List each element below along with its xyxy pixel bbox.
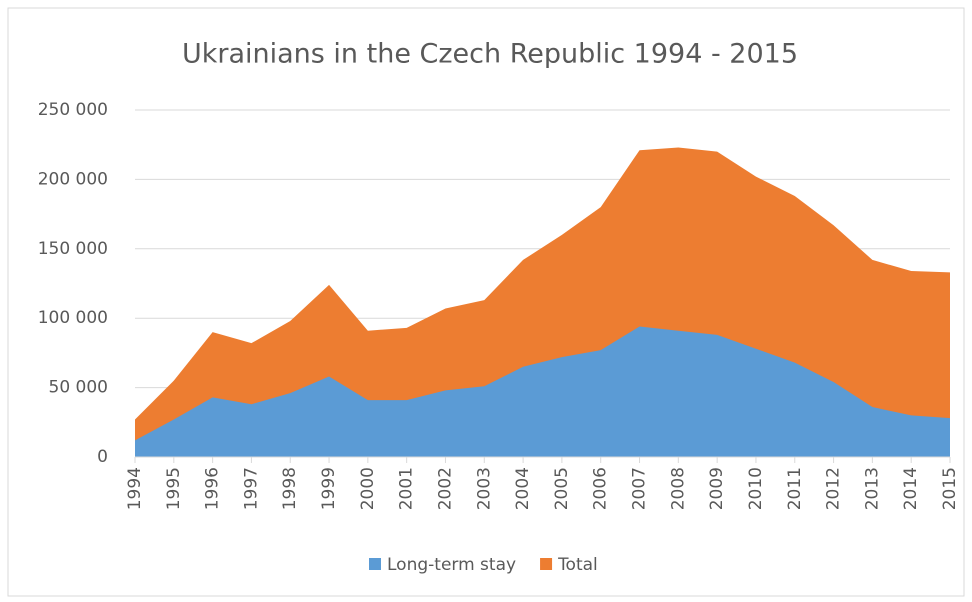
x-tick-label: 2015 — [940, 467, 960, 510]
x-tick-label: 1998 — [280, 467, 300, 510]
x-tick-label: 2007 — [630, 467, 650, 510]
x-tick-label: 2000 — [358, 467, 378, 510]
x-tick-label: 1999 — [319, 467, 339, 510]
x-tick-label: 2005 — [552, 467, 572, 510]
x-tick-label: 2004 — [513, 467, 533, 510]
x-tick-label: 1995 — [164, 467, 184, 510]
x-tick-label: 2012 — [824, 467, 844, 510]
y-tick-label: 0 — [97, 447, 108, 467]
area — [135, 326, 950, 457]
x-tick-label: 2011 — [785, 467, 805, 510]
x-tick-label: 1997 — [241, 467, 261, 510]
x-tick-label: 2009 — [707, 467, 727, 510]
x-tick-label: 1996 — [203, 467, 223, 510]
legend-label: Total — [557, 555, 598, 575]
chart-title: Ukrainians in the Czech Republic 1994 - … — [182, 39, 798, 70]
y-tick-label: 250 000 — [38, 100, 108, 120]
x-tick-label: 2006 — [591, 467, 611, 510]
legend-swatch — [369, 558, 381, 570]
y-tick-label: 150 000 — [38, 239, 108, 259]
x-tick-label: 2008 — [668, 467, 688, 510]
y-tick-label: 200 000 — [38, 169, 108, 189]
x-tick-label: 2002 — [435, 467, 455, 510]
legend-swatch — [540, 558, 553, 570]
x-tick-label: 1994 — [125, 467, 145, 510]
legend-label: Long-term stay — [387, 555, 516, 575]
x-tick-label: 2013 — [862, 467, 882, 510]
y-tick-label: 100 000 — [38, 308, 108, 328]
x-tick-label: 2014 — [901, 467, 921, 510]
x-tick-label: 2001 — [397, 467, 417, 510]
y-tick-label: 50 000 — [49, 378, 108, 398]
x-tick-label: 2003 — [474, 467, 494, 510]
x-tick-label: 2010 — [746, 467, 766, 510]
